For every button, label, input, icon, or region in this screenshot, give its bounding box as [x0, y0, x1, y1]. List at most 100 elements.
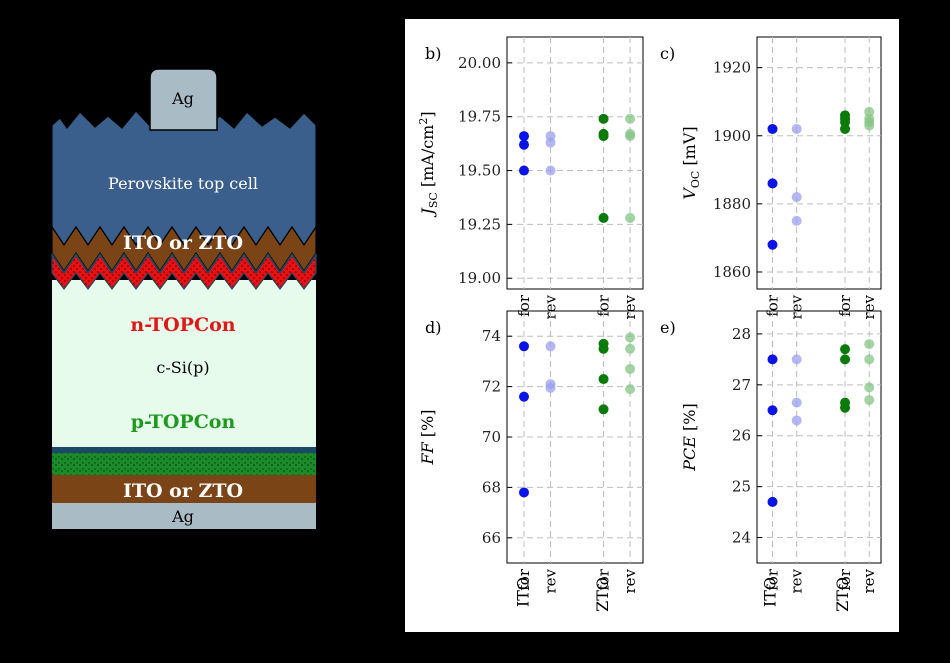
x-category-label: for	[515, 568, 533, 591]
y-tick-label: 26	[732, 427, 751, 445]
y-tick-label: 1900	[713, 127, 751, 145]
y-axis-unit: [%]	[680, 403, 699, 436]
plot-frame	[756, 310, 882, 564]
data-point	[519, 391, 529, 402]
data-point	[625, 113, 636, 124]
y-tick-label: 1920	[713, 59, 751, 77]
data-point	[519, 487, 529, 498]
data-point	[791, 215, 802, 226]
data-point	[545, 382, 556, 393]
x-group-label: ZTO	[833, 577, 852, 612]
panel-label: e)	[660, 318, 676, 337]
data-point	[791, 415, 802, 426]
interface-line	[52, 447, 316, 453]
data-point	[767, 178, 778, 189]
y-axis-symbol: PCE	[680, 436, 699, 472]
data-point	[598, 343, 609, 354]
y-tick-label: 72	[482, 378, 501, 396]
data-point	[598, 113, 609, 124]
data-point	[840, 123, 851, 134]
ag-top-contact	[149, 68, 218, 131]
x-category-label: rev	[860, 568, 878, 593]
y-tick-label: 28	[732, 325, 751, 343]
x-category-label: rev	[788, 294, 806, 319]
y-axis-symbol: V	[680, 187, 699, 200]
y-tick-label: 70	[482, 428, 501, 446]
data-point	[791, 192, 802, 203]
y-axis-unit: [mA/cm	[418, 125, 437, 193]
data-point	[519, 341, 529, 352]
panel-label: b)	[425, 44, 441, 63]
data-point	[791, 123, 802, 134]
data-point	[625, 332, 636, 343]
y-axis-unit-sup: 2	[417, 118, 430, 125]
p-topcon-label: p-TOPCon	[131, 411, 236, 433]
data-point	[625, 363, 636, 374]
y-axis-label: FF [%]	[418, 410, 437, 466]
y-tick-label: 19.50	[458, 162, 501, 180]
data-point	[864, 395, 875, 406]
y-tick-label: 20.00	[458, 54, 501, 72]
ag-top-label: Ag	[171, 89, 194, 108]
data-point	[864, 382, 875, 393]
device-stack-diagram: a) Ag Perovskite top cell ITO or ZTO n-T…	[48, 45, 317, 529]
data-point	[545, 165, 556, 176]
x-category-label: for	[836, 568, 854, 591]
y-tick-label: 1880	[713, 195, 751, 213]
x-category-label: for	[764, 568, 782, 591]
data-point	[519, 139, 529, 150]
y-axis-unit: [mV]	[680, 126, 699, 170]
x-category-label: rev	[621, 294, 639, 319]
y-tick-label: 19.75	[458, 108, 501, 126]
perovskite-label: Perovskite top cell	[108, 174, 258, 193]
data-point	[625, 212, 636, 223]
data-point	[767, 354, 778, 365]
x-category-label: rev	[542, 294, 560, 319]
data-point	[864, 339, 875, 350]
x-category-label: rev	[542, 568, 560, 593]
y-tick-label: 24	[732, 529, 751, 547]
y-tick-label: 74	[482, 327, 501, 345]
y-axis-label: VOC [mV]	[680, 126, 702, 199]
data-point	[791, 397, 802, 408]
data-point	[598, 212, 609, 223]
data-point	[791, 354, 802, 365]
data-point	[767, 123, 778, 134]
y-tick-label: 25	[732, 478, 751, 496]
data-point	[545, 341, 556, 352]
tco-top-label: ITO or ZTO	[123, 232, 243, 254]
data-point	[625, 384, 636, 395]
data-point	[840, 354, 851, 365]
n-topcon-label: n-TOPCon	[130, 314, 235, 336]
panel-label: c)	[660, 44, 675, 63]
panel-label: d)	[425, 318, 441, 337]
y-axis-unit-post: ]	[418, 111, 437, 117]
tco-bottom-label: ITO or ZTO	[123, 480, 243, 502]
y-axis-unit: [%]	[418, 410, 437, 443]
x-category-label: rev	[621, 568, 639, 593]
data-point	[767, 496, 778, 507]
data-point	[840, 402, 851, 413]
csi-layer	[52, 280, 316, 448]
y-axis-subscript: SC	[427, 192, 440, 208]
y-axis-symbol: J	[418, 207, 437, 218]
x-category-label: rev	[860, 294, 878, 319]
data-point	[598, 131, 609, 142]
results-figure-panel: 19.00 19.25 19.50 19.75 20.00 for rev for rev b) J…	[405, 19, 899, 632]
x-group-label: ZTO	[593, 577, 612, 612]
data-point	[864, 354, 875, 365]
data-point	[840, 344, 851, 355]
y-tick-label: 68	[482, 478, 501, 496]
x-category-label: rev	[788, 568, 806, 593]
data-point	[625, 131, 636, 142]
data-point	[767, 405, 778, 416]
plot-frame	[756, 36, 882, 290]
data-point	[625, 343, 636, 354]
stack-panel-label: a)	[48, 45, 64, 64]
data-point	[598, 404, 609, 415]
y-tick-label: 19.25	[458, 215, 501, 233]
data-point	[598, 374, 609, 385]
